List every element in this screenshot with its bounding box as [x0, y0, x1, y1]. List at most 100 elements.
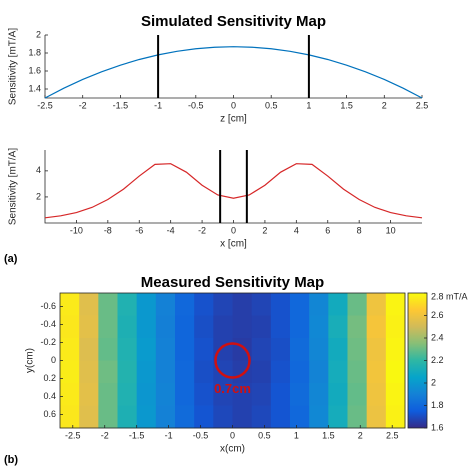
x-tick-label: 10 [386, 225, 396, 235]
y-tick-label: 2 [36, 191, 41, 201]
heat-cell [213, 383, 233, 406]
heat-cell [117, 405, 138, 429]
heat-cell [60, 315, 80, 339]
heat-cell [136, 405, 157, 429]
x-tick-label: 2 [262, 225, 267, 235]
y-tick-label: -0.6 [40, 301, 56, 311]
y-tick-label: 0.2 [43, 373, 56, 383]
heat-cell [290, 315, 310, 339]
heat-cell [347, 383, 368, 406]
heat-cell [251, 405, 272, 429]
heat-cell [155, 338, 176, 361]
heat-cell [328, 315, 348, 339]
colorbar-tick-label: 2.2 [431, 355, 444, 365]
heat-cell [79, 315, 99, 339]
heat-cell [270, 383, 291, 406]
x-tick-label: -1.5 [113, 100, 129, 110]
heat-cell [385, 360, 406, 384]
heat-cell [98, 383, 118, 406]
y-axis-label: y(cm) [25, 348, 36, 373]
x-tick-label: -0.5 [188, 100, 204, 110]
heat-cell [232, 315, 253, 339]
heat-cell [366, 360, 387, 384]
heat-cell [213, 293, 233, 316]
heat-cell [117, 315, 138, 339]
panel-label: (a) [4, 253, 18, 265]
heat-cell [79, 360, 99, 384]
heat-cell [290, 383, 310, 406]
heat-cell [98, 293, 118, 316]
heat-cell [194, 315, 214, 339]
x-tick-label: -1 [165, 430, 173, 440]
x-tick-label: 1 [306, 100, 311, 110]
heat-cell [366, 338, 387, 361]
heat-cell [175, 315, 195, 339]
heat-cell [194, 338, 214, 361]
heat-cell [251, 315, 272, 339]
heat-cell [175, 405, 195, 429]
x-tick-label: 2.5 [386, 430, 399, 440]
x-tick-label: 1.5 [322, 430, 335, 440]
y-axis-label: Sensitivity [mT/A] [8, 28, 19, 105]
heat-cell [136, 338, 157, 361]
x-tick-label: 2.5 [416, 100, 429, 110]
heat-cell [290, 338, 310, 361]
heat-cell [309, 293, 329, 316]
heat-cell [60, 383, 80, 406]
heat-cell [270, 360, 291, 384]
heat-cell [175, 360, 195, 384]
heat-cell [194, 293, 214, 316]
heat-cell [194, 360, 214, 384]
heat-cell [60, 405, 80, 429]
heat-cell [232, 405, 253, 429]
colorbar-tick-label: 1.6 [431, 422, 444, 432]
heat-cell [309, 383, 329, 406]
heat-cell [232, 293, 253, 316]
heat-cell [117, 293, 138, 316]
x-tick-label: 0 [230, 430, 235, 440]
x-tick-label: 0.5 [265, 100, 278, 110]
axes-lines [44, 150, 422, 224]
heat-cell [98, 360, 118, 384]
heat-cell [366, 315, 387, 339]
heat-cell [270, 293, 291, 316]
colorbar-tick-label: 2 [431, 377, 436, 387]
heat-cell [385, 383, 406, 406]
series-line [44, 163, 423, 219]
series-line [44, 46, 423, 99]
x-tick-label: -2.5 [65, 430, 81, 440]
x-tick-label: -1 [154, 100, 162, 110]
heat-cell [136, 293, 157, 316]
heat-cell [347, 360, 368, 384]
x-tick-label: 2 [358, 430, 363, 440]
heat-cell [347, 338, 368, 361]
heat-cell [175, 383, 195, 406]
x-tick-label: -6 [135, 225, 143, 235]
chart-title: Measured Sensitivity Map [141, 274, 324, 291]
heat-cell [194, 405, 214, 429]
heat-cell [385, 293, 406, 316]
heat-cell [136, 383, 157, 406]
heat-cell [328, 360, 348, 384]
heat-cell [60, 338, 80, 361]
heat-cell [328, 383, 348, 406]
heat-cell [98, 405, 118, 429]
y-tick-label: 4 [36, 165, 41, 175]
heat-cell [155, 315, 176, 339]
heat-cell [79, 405, 99, 429]
x-tick-label: 1.5 [340, 100, 353, 110]
heat-cell [290, 360, 310, 384]
heat-cell [213, 405, 233, 429]
y-tick-label: 0 [51, 355, 56, 365]
heat-cell [270, 338, 291, 361]
heat-cell [385, 315, 406, 339]
y-tick-label: -0.4 [40, 319, 56, 329]
x-tick-label: 0 [231, 100, 236, 110]
heat-cell [155, 383, 176, 406]
heat-cell [366, 293, 387, 316]
heat-cell [79, 383, 99, 406]
heat-cell [270, 315, 291, 339]
heat-cell [175, 293, 195, 316]
heat-cell [366, 383, 387, 406]
heat-cell [309, 338, 329, 361]
